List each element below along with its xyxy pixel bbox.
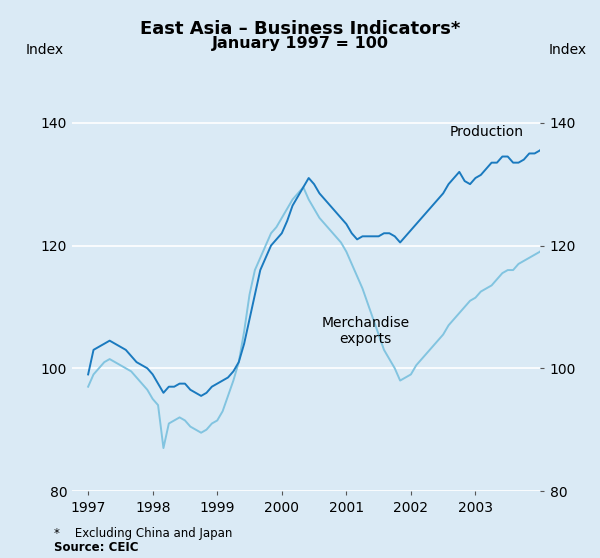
Text: *    Excluding China and Japan: * Excluding China and Japan — [54, 527, 232, 540]
Text: January 1997 = 100: January 1997 = 100 — [212, 36, 389, 51]
Text: Merchandise
exports: Merchandise exports — [322, 316, 410, 347]
Text: Source: CEIC: Source: CEIC — [54, 541, 139, 554]
Text: East Asia – Business Indicators*: East Asia – Business Indicators* — [140, 20, 460, 37]
Text: Index: Index — [548, 43, 587, 57]
Text: Index: Index — [25, 43, 64, 57]
Text: Production: Production — [449, 125, 524, 139]
